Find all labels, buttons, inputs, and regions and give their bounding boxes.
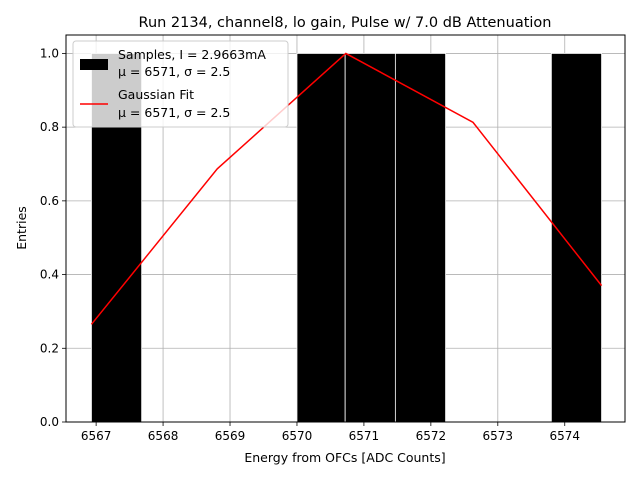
y-tick-label: 0.0: [40, 415, 59, 429]
legend-bar-swatch: [80, 59, 108, 70]
x-tick-label: 6574: [549, 429, 580, 443]
x-tick-label: 6567: [81, 429, 112, 443]
x-tick-label: 6571: [349, 429, 380, 443]
plot-frame: [65, 34, 626, 423]
histogram-bar: [344, 53, 396, 423]
histogram-bar: [550, 53, 602, 423]
y-tick-label: 1.0: [40, 46, 59, 60]
legend-series-1-stats: μ = 6571, σ = 2.5: [118, 64, 230, 79]
x-axis-label: Energy from OFCs [ADC Counts]: [244, 450, 445, 465]
legend-series-2-stats: μ = 6571, σ = 2.5: [118, 105, 230, 120]
y-tick-label: 0.4: [40, 268, 59, 282]
x-tick-label: 6572: [416, 429, 447, 443]
y-ticks: 0.0 0.2 0.4 0.6 0.8 1.0: [40, 46, 66, 429]
y-tick-label: 0.8: [40, 120, 59, 134]
histogram-bar: [394, 53, 446, 423]
y-tick-label: 0.2: [40, 341, 59, 355]
legend-series-2-name: Gaussian Fit: [118, 87, 194, 102]
histogram-bar: [296, 53, 346, 423]
y-tick-label: 0.6: [40, 194, 59, 208]
x-tick-label: 6569: [215, 429, 246, 443]
x-tick-label: 6570: [282, 429, 313, 443]
x-ticks: 6567 6568 6569 6570 6571 6572 6573 6574: [81, 422, 580, 443]
legend-box: [72, 40, 289, 128]
chart-title: Run 2134, channel8, lo gain, Pulse w/ 7.…: [139, 15, 552, 31]
x-tick-label: 6573: [483, 429, 514, 443]
fit-line-group: [90, 52, 603, 325]
y-axis-label: Entries: [14, 206, 29, 250]
gaussian-fit-line: [90, 52, 603, 325]
legend: Samples, I = 2.9663mA μ = 6571, σ = 2.5 …: [72, 40, 289, 128]
x-tick-label: 6568: [148, 429, 179, 443]
legend-series-1-name: Samples, I = 2.9663mA: [118, 47, 266, 62]
